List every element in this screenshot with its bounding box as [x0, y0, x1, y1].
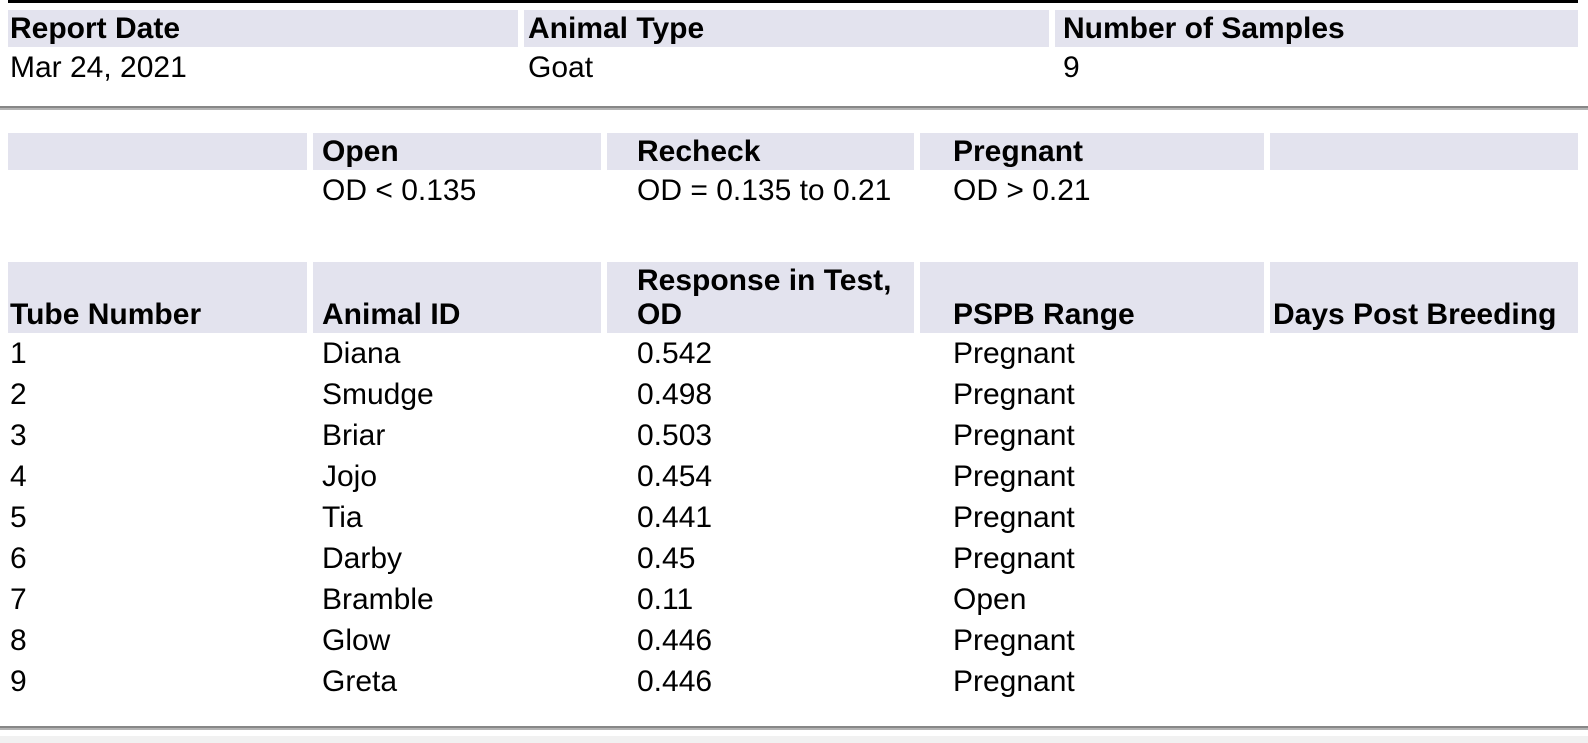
animal-id-cell: Diana [322, 337, 401, 370]
section-divider-bottom [0, 726, 1588, 730]
animal-id-header: Animal ID [313, 262, 601, 333]
legend-recheck-criteria: OD = 0.135 to 0.21 [637, 174, 892, 207]
animal-id-cell: Glow [322, 624, 391, 657]
od-cell: 0.45 [637, 542, 696, 575]
table-row: 9 Greta 0.446 Pregnant [8, 661, 1578, 702]
number-of-samples-header: Number of Samples [1055, 10, 1578, 47]
response-od-header: Response in Test, OD [607, 262, 914, 333]
animal-id-cell: Smudge [322, 378, 434, 411]
days-cell [1270, 497, 1578, 538]
days-cell [1270, 456, 1578, 497]
pspb-range-cell: Pregnant [953, 624, 1075, 657]
animal-id-cell: Jojo [322, 460, 378, 493]
section-divider-top [0, 106, 1588, 110]
days-cell [1270, 415, 1578, 456]
od-cell: 0.446 [637, 624, 713, 657]
legend-recheck-header: Recheck [607, 133, 914, 170]
animal-id-cell: Briar [322, 419, 386, 452]
od-cell: 0.11 [637, 583, 694, 616]
tube-number-header: Tube Number [8, 262, 307, 333]
animal-id-cell: Darby [322, 542, 403, 575]
footer-strip [0, 736, 1588, 743]
legend-empty-cell-left [8, 170, 307, 211]
result-legend-table: Open Recheck Pregnant OD < 0.135 OD = 0.… [8, 133, 1578, 211]
table-row: 2 Smudge 0.498 Pregnant [8, 374, 1578, 415]
legend-empty-cell-right [1270, 170, 1578, 211]
days-cell [1270, 620, 1578, 661]
legend-empty-header-right [1270, 133, 1578, 170]
pspb-range-cell: Pregnant [953, 665, 1075, 698]
table-row: 3 Briar 0.503 Pregnant [8, 415, 1578, 456]
od-cell: 0.503 [637, 419, 713, 452]
days-post-breeding-header: Days Post Breeding [1270, 262, 1578, 333]
pspb-range-header: PSPB Range [920, 262, 1264, 333]
legend-empty-header-left [8, 133, 307, 170]
tube-number-cell: 2 [10, 378, 27, 411]
od-cell: 0.446 [637, 665, 713, 698]
days-cell [1270, 538, 1578, 579]
results-table: Tube Number Animal ID Response in Test, … [8, 262, 1578, 702]
tube-number-cell: 1 [10, 337, 27, 370]
legend-pregnant-header: Pregnant [920, 133, 1264, 170]
pspb-range-cell: Pregnant [953, 501, 1075, 534]
od-cell: 0.542 [637, 337, 713, 370]
table-row: 8 Glow 0.446 Pregnant [8, 620, 1578, 661]
number-of-samples-value: 9 [1063, 51, 1080, 84]
pspb-range-cell: Pregnant [953, 337, 1075, 370]
tube-number-cell: 3 [10, 419, 27, 452]
days-cell [1270, 374, 1578, 415]
days-cell [1270, 661, 1578, 702]
legend-open-criteria: OD < 0.135 [322, 174, 477, 207]
pspb-range-cell: Open [953, 583, 1027, 616]
tube-number-cell: 7 [10, 583, 27, 616]
table-row: 1 Diana 0.542 Pregnant [8, 333, 1578, 374]
tube-number-cell: 5 [10, 501, 27, 534]
tube-number-cell: 6 [10, 542, 27, 575]
animal-id-cell: Tia [322, 501, 363, 534]
tube-number-cell: 9 [10, 665, 27, 698]
pspb-range-cell: Pregnant [953, 419, 1075, 452]
animal-id-cell: Greta [322, 665, 398, 698]
table-row: 5 Tia 0.441 Pregnant [8, 497, 1578, 538]
animal-type-header: Animal Type [524, 10, 1049, 47]
legend-pregnant-criteria: OD > 0.21 [953, 174, 1091, 207]
od-cell: 0.441 [637, 501, 713, 534]
legend-criteria-row: OD < 0.135 OD = 0.135 to 0.21 OD > 0.21 [8, 170, 1578, 211]
table-row: 7 Bramble 0.11 Open [8, 579, 1578, 620]
legend-header-row: Open Recheck Pregnant [8, 133, 1578, 170]
report-info-table: Report Date Animal Type Number of Sample… [8, 0, 1578, 88]
pspb-range-cell: Pregnant [953, 542, 1075, 575]
tube-number-cell: 8 [10, 624, 27, 657]
animal-type-value: Goat [528, 51, 594, 84]
animal-id-cell: Bramble [322, 583, 434, 616]
report-info-value-row: Mar 24, 2021 Goat 9 [8, 47, 1578, 88]
legend-open-header: Open [313, 133, 601, 170]
report-date-header: Report Date [8, 10, 518, 47]
pspb-range-cell: Pregnant [953, 460, 1075, 493]
report-info-header-row: Report Date Animal Type Number of Sample… [8, 10, 1578, 47]
pspb-range-cell: Pregnant [953, 378, 1075, 411]
days-cell [1270, 579, 1578, 620]
table-row: 4 Jojo 0.454 Pregnant [8, 456, 1578, 497]
days-cell [1270, 333, 1578, 374]
table-row: 6 Darby 0.45 Pregnant [8, 538, 1578, 579]
tube-number-cell: 4 [10, 460, 27, 493]
od-cell: 0.498 [637, 378, 713, 411]
od-cell: 0.454 [637, 460, 713, 493]
results-header-row: Tube Number Animal ID Response in Test, … [8, 262, 1578, 333]
report-date-value: Mar 24, 2021 [10, 51, 187, 84]
